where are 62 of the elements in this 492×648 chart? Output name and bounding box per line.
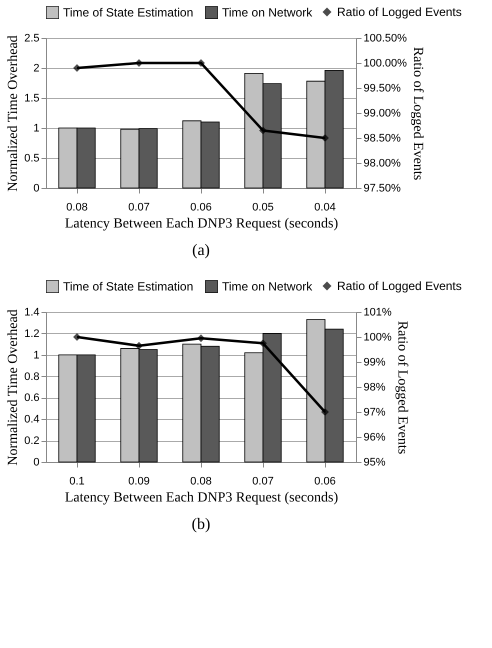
point	[197, 334, 205, 342]
y2-tick-label: 98.50%	[364, 132, 402, 144]
y-tick-label: 0.8	[24, 370, 40, 383]
legend-label: Time on Network	[222, 6, 314, 20]
y2-tick-label: 100.50%	[364, 32, 408, 44]
x-tick-label: 0.05	[252, 202, 274, 214]
text: (a)	[192, 242, 210, 259]
y-tick-label: 0.5	[24, 152, 40, 164]
x-tick-label: 0.06	[314, 476, 336, 488]
x-axis-title: Latency Between Each DNP3 Request (seconds)	[64, 216, 338, 232]
point	[73, 333, 81, 341]
x-tick-label: 0.04	[314, 202, 336, 214]
point	[73, 64, 81, 72]
point	[135, 342, 143, 350]
x-tick-label: 0.08	[66, 202, 88, 214]
y-tick-label: 0	[33, 182, 40, 194]
y-tick-label: 0.6	[24, 392, 40, 404]
legend-label: Ratio of Logged Events	[337, 279, 462, 293]
legend-label: Time of State Estimation	[63, 280, 194, 294]
point	[321, 134, 329, 142]
legend-label: Time of State Estimation	[63, 6, 194, 20]
point	[135, 59, 143, 67]
legend-label: Ratio of Logged Events	[337, 5, 462, 19]
point	[197, 59, 205, 67]
y-axis-title: Normalized Time Overhead	[6, 35, 22, 192]
point	[259, 126, 267, 134]
y2-axis-title: Ratio of Logged Events	[394, 320, 410, 454]
y-tick-label: 1	[33, 122, 40, 134]
y-axis-title: Normalized Time Overhead	[6, 309, 22, 466]
y2-tick-label: 101%	[364, 306, 392, 318]
x-tick-label: 0.09	[128, 476, 150, 488]
point	[259, 339, 267, 348]
y2-tick-label: 96%	[364, 432, 386, 444]
x-tick-label: 0.07	[128, 202, 150, 214]
y2-axis-title: Ratio of Logged Events	[410, 46, 425, 180]
y2-tick-label: 99%	[364, 356, 386, 368]
x-tick-label: 0.1	[69, 476, 85, 488]
x-tick-label: 0.08	[190, 476, 212, 488]
y2-tick-label: 95%	[364, 456, 386, 468]
point	[321, 408, 329, 416]
y-tick-label: 0.4	[24, 414, 40, 426]
y-tick-label: 2.5	[24, 32, 40, 44]
y-tick-label: 0.2	[24, 435, 40, 448]
y-tick-label: 1.5	[24, 92, 40, 104]
text: (b)	[192, 516, 210, 533]
x-tick-label: 0.06	[190, 202, 212, 214]
y2-tick-label: 99.00%	[364, 108, 402, 120]
y-tick-label: 2	[33, 62, 40, 74]
y2-tick-label: 98.00%	[364, 158, 402, 170]
legend-label: Time on Network	[222, 280, 314, 294]
y2-tick-label: 99.50%	[364, 82, 402, 94]
y2-tick-label: 100.00%	[364, 58, 408, 70]
y-tick-label: 1	[33, 349, 40, 362]
y-tick-label: 0	[33, 456, 40, 468]
y2-tick-label: 97%	[364, 406, 386, 418]
y2-tick-label: 98%	[364, 382, 386, 394]
y-tick-label: 1.4	[24, 306, 40, 318]
x-tick-label: 0.07	[252, 476, 274, 488]
y2-tick-label: 100%	[364, 332, 392, 344]
x-axis-title: Latency Between Each DNP3 Request (seconds)	[64, 490, 338, 506]
y2-tick-label: 97.50%	[364, 182, 402, 194]
y-tick-label: 1.2	[24, 328, 40, 340]
